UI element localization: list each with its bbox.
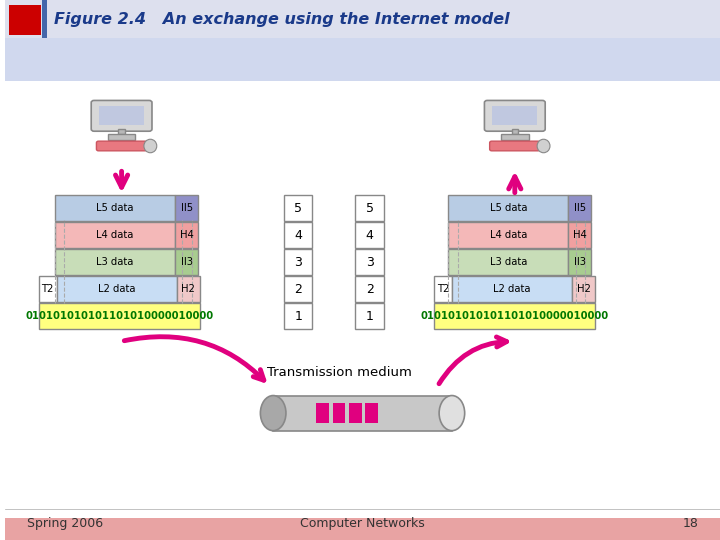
- Text: H2: H2: [181, 285, 195, 294]
- FancyBboxPatch shape: [175, 249, 198, 275]
- Text: L3 data: L3 data: [490, 258, 527, 267]
- Text: 4: 4: [294, 229, 302, 242]
- Text: L2 data: L2 data: [493, 285, 531, 294]
- FancyBboxPatch shape: [356, 276, 384, 302]
- FancyBboxPatch shape: [568, 249, 591, 275]
- FancyBboxPatch shape: [349, 403, 362, 423]
- FancyBboxPatch shape: [449, 195, 568, 221]
- FancyBboxPatch shape: [55, 249, 175, 275]
- FancyBboxPatch shape: [5, 38, 720, 81]
- FancyBboxPatch shape: [449, 249, 568, 275]
- Text: 1: 1: [366, 310, 374, 323]
- Text: 18: 18: [683, 517, 698, 530]
- FancyArrowPatch shape: [125, 337, 264, 380]
- Text: L5 data: L5 data: [490, 204, 527, 213]
- Text: Figure 2.4   An exchange using the Internet model: Figure 2.4 An exchange using the Interne…: [54, 12, 509, 28]
- FancyBboxPatch shape: [485, 100, 545, 131]
- FancyBboxPatch shape: [96, 141, 147, 151]
- Text: 3: 3: [366, 256, 374, 269]
- FancyBboxPatch shape: [55, 195, 175, 221]
- FancyBboxPatch shape: [365, 403, 378, 423]
- FancyBboxPatch shape: [273, 395, 452, 431]
- FancyBboxPatch shape: [5, 0, 720, 38]
- FancyBboxPatch shape: [42, 0, 48, 38]
- Text: II3: II3: [181, 258, 193, 267]
- Text: L4 data: L4 data: [490, 231, 527, 240]
- Text: H2: H2: [577, 285, 590, 294]
- Text: L4 data: L4 data: [96, 231, 134, 240]
- FancyBboxPatch shape: [39, 276, 57, 302]
- Ellipse shape: [261, 395, 286, 431]
- Text: L5 data: L5 data: [96, 204, 134, 213]
- Ellipse shape: [537, 139, 550, 153]
- Text: 3: 3: [294, 256, 302, 269]
- Text: Computer Networks: Computer Networks: [300, 517, 425, 530]
- FancyBboxPatch shape: [434, 276, 452, 302]
- Text: 2: 2: [294, 283, 302, 296]
- FancyBboxPatch shape: [284, 303, 312, 329]
- Text: Transmission medium: Transmission medium: [267, 366, 412, 379]
- Text: 010101010101101010000010000: 010101010101101010000010000: [25, 312, 213, 321]
- FancyBboxPatch shape: [57, 276, 176, 302]
- Text: 010101010101101010000010000: 010101010101101010000010000: [420, 312, 608, 321]
- Text: H4: H4: [573, 231, 587, 240]
- Ellipse shape: [439, 395, 464, 431]
- FancyArrowPatch shape: [439, 337, 507, 384]
- FancyBboxPatch shape: [452, 276, 572, 302]
- Text: 1: 1: [294, 310, 302, 323]
- Text: 2: 2: [366, 283, 374, 296]
- Text: II3: II3: [574, 258, 586, 267]
- Text: II5: II5: [181, 204, 193, 213]
- FancyBboxPatch shape: [5, 81, 720, 518]
- FancyBboxPatch shape: [333, 403, 346, 423]
- FancyBboxPatch shape: [568, 222, 591, 248]
- FancyBboxPatch shape: [284, 195, 312, 221]
- FancyBboxPatch shape: [9, 5, 41, 35]
- FancyBboxPatch shape: [5, 518, 720, 540]
- Text: L3 data: L3 data: [96, 258, 134, 267]
- FancyBboxPatch shape: [99, 106, 144, 125]
- FancyBboxPatch shape: [316, 403, 329, 423]
- Text: 5: 5: [366, 202, 374, 215]
- Text: T2: T2: [42, 285, 54, 294]
- Text: 4: 4: [366, 229, 374, 242]
- FancyBboxPatch shape: [492, 106, 537, 125]
- Text: T2: T2: [437, 285, 449, 294]
- FancyBboxPatch shape: [175, 195, 198, 221]
- FancyBboxPatch shape: [568, 195, 591, 221]
- Text: L2 data: L2 data: [98, 285, 135, 294]
- FancyBboxPatch shape: [434, 303, 595, 329]
- FancyBboxPatch shape: [356, 222, 384, 248]
- FancyBboxPatch shape: [176, 276, 199, 302]
- FancyBboxPatch shape: [356, 195, 384, 221]
- FancyBboxPatch shape: [91, 100, 152, 131]
- FancyBboxPatch shape: [356, 249, 384, 275]
- FancyBboxPatch shape: [118, 129, 125, 133]
- FancyBboxPatch shape: [55, 222, 175, 248]
- Text: Spring 2006: Spring 2006: [27, 517, 103, 530]
- FancyBboxPatch shape: [284, 249, 312, 275]
- FancyBboxPatch shape: [39, 303, 199, 329]
- FancyBboxPatch shape: [356, 303, 384, 329]
- FancyBboxPatch shape: [284, 222, 312, 248]
- FancyBboxPatch shape: [490, 141, 540, 151]
- FancyBboxPatch shape: [501, 133, 528, 140]
- Text: 5: 5: [294, 202, 302, 215]
- Text: H4: H4: [180, 231, 194, 240]
- Text: II5: II5: [574, 204, 586, 213]
- FancyBboxPatch shape: [449, 222, 568, 248]
- Ellipse shape: [144, 139, 157, 153]
- FancyBboxPatch shape: [108, 133, 135, 140]
- FancyBboxPatch shape: [572, 276, 595, 302]
- FancyBboxPatch shape: [511, 129, 518, 133]
- FancyBboxPatch shape: [175, 222, 198, 248]
- FancyBboxPatch shape: [284, 276, 312, 302]
